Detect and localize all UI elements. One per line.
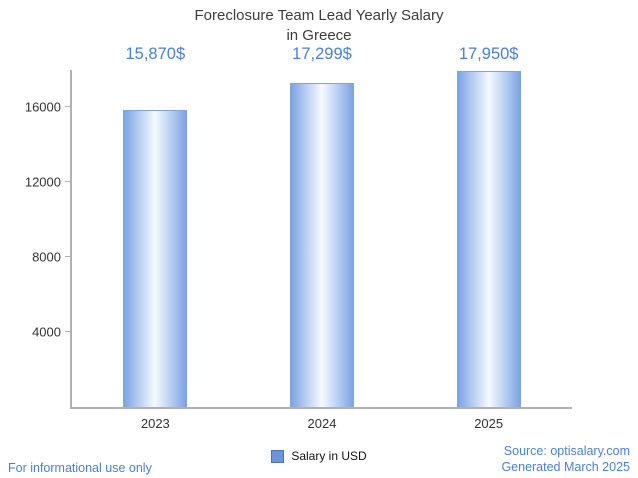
chart-title-line2: in Greece <box>286 26 352 44</box>
bar-value-label-2025: 17,950$ <box>458 45 519 63</box>
legend-swatch-icon <box>271 449 285 463</box>
chart-title: Foreclosure Team Lead Yearly Salary in G… <box>0 6 638 45</box>
bar-2023 <box>123 109 188 407</box>
y-tick-mark <box>65 181 72 183</box>
y-tick-label: 16000 <box>24 99 61 115</box>
x-axis-label-2023: 2023 <box>140 416 170 431</box>
source-link[interactable]: Source: optisalary.com <box>503 443 630 458</box>
y-tick-label: 12000 <box>24 174 61 190</box>
footer-source-block: Source: optisalary.com Generated March 2… <box>501 443 630 476</box>
generated-date: Generated March 2025 <box>501 459 630 474</box>
legend: Salary in USD <box>0 449 638 463</box>
bar-2025 <box>456 70 521 407</box>
disclaimer-text: For informational use only <box>8 461 152 475</box>
bar-value-label-2024: 17,299$ <box>292 45 352 63</box>
y-tick-mark <box>65 331 72 333</box>
legend-label: Salary in USD <box>291 449 367 463</box>
chart-title-line1: Foreclosure Team Lead Yearly Salary <box>194 7 444 24</box>
y-tick-mark <box>65 256 72 258</box>
bar-value-label-2023: 15,870$ <box>125 45 186 63</box>
x-axis-label-2024: 2024 <box>307 416 337 431</box>
y-tick-label: 8000 <box>32 249 61 265</box>
x-axis-label-2025: 2025 <box>474 416 504 431</box>
bar-2024 <box>289 83 354 407</box>
y-tick-label: 4000 <box>32 324 61 340</box>
y-tick-mark <box>65 106 72 108</box>
plot-area: 4000 8000 12000 16000 2023 15,870$ 2024 17,299$… <box>25 45 572 431</box>
